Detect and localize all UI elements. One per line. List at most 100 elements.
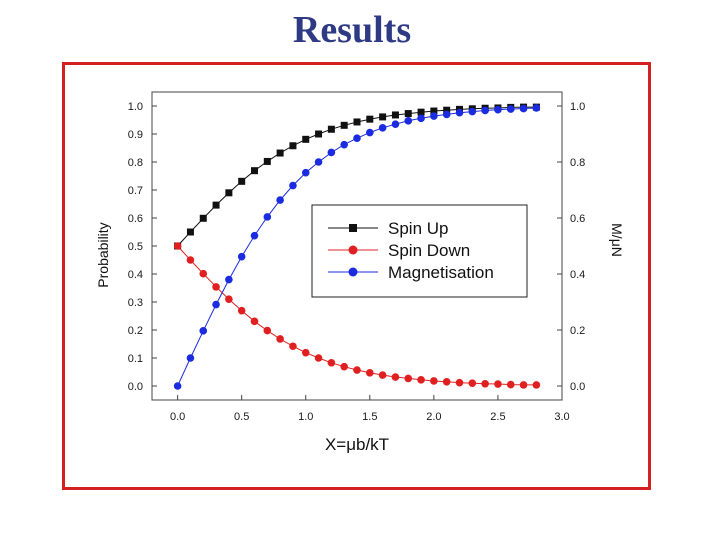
y-tick-label-left: 0.3 bbox=[128, 297, 143, 309]
data-point-spin-down bbox=[455, 378, 464, 387]
data-point-spin-up bbox=[199, 214, 207, 222]
y-tick-label-left: 0.2 bbox=[128, 325, 143, 337]
data-point-magnetisation bbox=[173, 382, 182, 390]
data-point-spin-down bbox=[276, 335, 284, 343]
data-point-magnetisation bbox=[301, 168, 310, 177]
legend-label-spin-down: Spin Down bbox=[388, 241, 470, 260]
data-point-spin-up bbox=[379, 113, 387, 121]
data-point-magnetisation bbox=[225, 275, 233, 284]
y-tick-label-left: 0.4 bbox=[128, 269, 143, 281]
data-point-spin-up bbox=[366, 115, 374, 123]
y-tick-label-left: 0.0 bbox=[128, 381, 143, 393]
y-tick-label-right: 0.8 bbox=[570, 157, 585, 169]
x-axis-label: X=μb/kT bbox=[325, 435, 389, 454]
data-point-spin-up bbox=[404, 110, 412, 118]
data-point-magnetisation bbox=[468, 107, 477, 116]
data-point-magnetisation bbox=[378, 124, 387, 132]
data-point-spin-up bbox=[430, 107, 438, 115]
data-point-spin-up bbox=[327, 125, 335, 133]
legend-box bbox=[311, 204, 528, 298]
data-point-spin-down bbox=[430, 377, 438, 385]
data-point-magnetisation bbox=[532, 104, 541, 112]
data-point-spin-up bbox=[353, 118, 361, 126]
data-point-spin-down bbox=[366, 369, 374, 377]
y-tick-label-left: 0.9 bbox=[128, 129, 143, 141]
data-point-magnetisation bbox=[391, 120, 400, 128]
y-tick-label-left: 0.8 bbox=[128, 157, 143, 169]
y-axis-label-right: M/μN bbox=[609, 223, 625, 257]
data-point-spin-up bbox=[225, 189, 233, 197]
data-point-spin-up bbox=[289, 142, 297, 150]
data-point-spin-up bbox=[186, 228, 194, 236]
data-point-magnetisation bbox=[212, 300, 220, 309]
data-point-spin-up bbox=[302, 135, 310, 143]
data-point-magnetisation bbox=[289, 181, 297, 190]
data-point-spin-up bbox=[315, 130, 323, 138]
data-point-spin-up bbox=[251, 167, 258, 175]
y-axis-label-left: Probability bbox=[95, 222, 111, 287]
x-tick-label: 3.0 bbox=[554, 411, 569, 423]
data-point-magnetisation bbox=[276, 196, 284, 204]
data-point-spin-up bbox=[263, 157, 271, 165]
data-point-magnetisation bbox=[455, 108, 464, 117]
data-point-spin-up bbox=[340, 121, 348, 129]
data-point-spin-up bbox=[391, 111, 399, 119]
data-point-spin-down bbox=[173, 242, 182, 250]
data-point-magnetisation bbox=[404, 117, 413, 125]
legend-label-magnetisation: Magnetisation bbox=[388, 263, 494, 282]
data-point-spin-down bbox=[481, 379, 489, 388]
data-point-spin-up bbox=[212, 201, 220, 209]
data-point-spin-down bbox=[199, 269, 208, 278]
data-point-magnetisation bbox=[314, 158, 323, 166]
y-tick-label-left: 0.7 bbox=[128, 185, 143, 197]
data-point-spin-down bbox=[378, 371, 387, 379]
data-point-spin-up bbox=[417, 108, 425, 116]
data-point-magnetisation bbox=[442, 110, 451, 119]
x-tick-label: 2.5 bbox=[490, 411, 505, 423]
data-point-magnetisation bbox=[199, 327, 208, 335]
y-tick-label-left: 1.0 bbox=[128, 101, 143, 113]
data-point-spin-down bbox=[301, 348, 310, 357]
y-tick-label-left: 0.6 bbox=[128, 213, 143, 225]
legend: Spin Up Spin Down Magnetisation bbox=[311, 204, 528, 298]
data-point-spin-down bbox=[519, 381, 528, 389]
data-point-magnetisation bbox=[340, 140, 348, 149]
data-point-magnetisation bbox=[263, 213, 272, 221]
legend-marker-magnetisation bbox=[348, 267, 358, 277]
data-point-magnetisation bbox=[506, 105, 515, 113]
x-tick-label: 2.0 bbox=[426, 411, 441, 423]
data-point-spin-down bbox=[237, 306, 246, 315]
y-tick-label-right: 0.4 bbox=[570, 269, 585, 281]
data-point-spin-down bbox=[468, 379, 477, 388]
data-point-magnetisation bbox=[186, 354, 195, 362]
data-point-spin-down bbox=[263, 326, 272, 335]
y-tick-label-right: 0.6 bbox=[570, 213, 585, 225]
data-point-magnetisation bbox=[366, 128, 374, 137]
data-point-spin-down bbox=[391, 373, 400, 381]
x-tick-label: 0.5 bbox=[234, 411, 249, 423]
data-point-spin-down bbox=[506, 380, 515, 389]
data-point-magnetisation bbox=[250, 231, 259, 240]
legend-marker-spin-up bbox=[349, 224, 357, 232]
data-point-magnetisation bbox=[481, 106, 489, 115]
data-point-spin-down bbox=[250, 317, 259, 326]
data-point-spin-down bbox=[225, 295, 233, 304]
data-point-magnetisation bbox=[519, 104, 528, 113]
data-point-spin-up bbox=[276, 149, 284, 157]
data-point-spin-down bbox=[494, 380, 502, 388]
y-tick-label-right: 0.0 bbox=[570, 381, 585, 393]
data-point-magnetisation bbox=[327, 148, 336, 157]
data-point-spin-down bbox=[532, 381, 541, 389]
data-point-spin-down bbox=[314, 354, 323, 362]
data-point-spin-down bbox=[212, 283, 220, 291]
data-point-magnetisation bbox=[353, 134, 361, 142]
data-point-spin-up bbox=[238, 177, 246, 185]
slide-title: Results bbox=[292, 9, 412, 51]
x-tick-label: 0.0 bbox=[170, 411, 185, 423]
y-tick-label-left: 0.5 bbox=[128, 241, 143, 253]
y-tick-label-right: 1.0 bbox=[570, 101, 585, 113]
legend-marker-spin-down bbox=[348, 245, 358, 255]
data-point-spin-down bbox=[404, 374, 413, 383]
data-point-spin-down bbox=[442, 378, 451, 386]
